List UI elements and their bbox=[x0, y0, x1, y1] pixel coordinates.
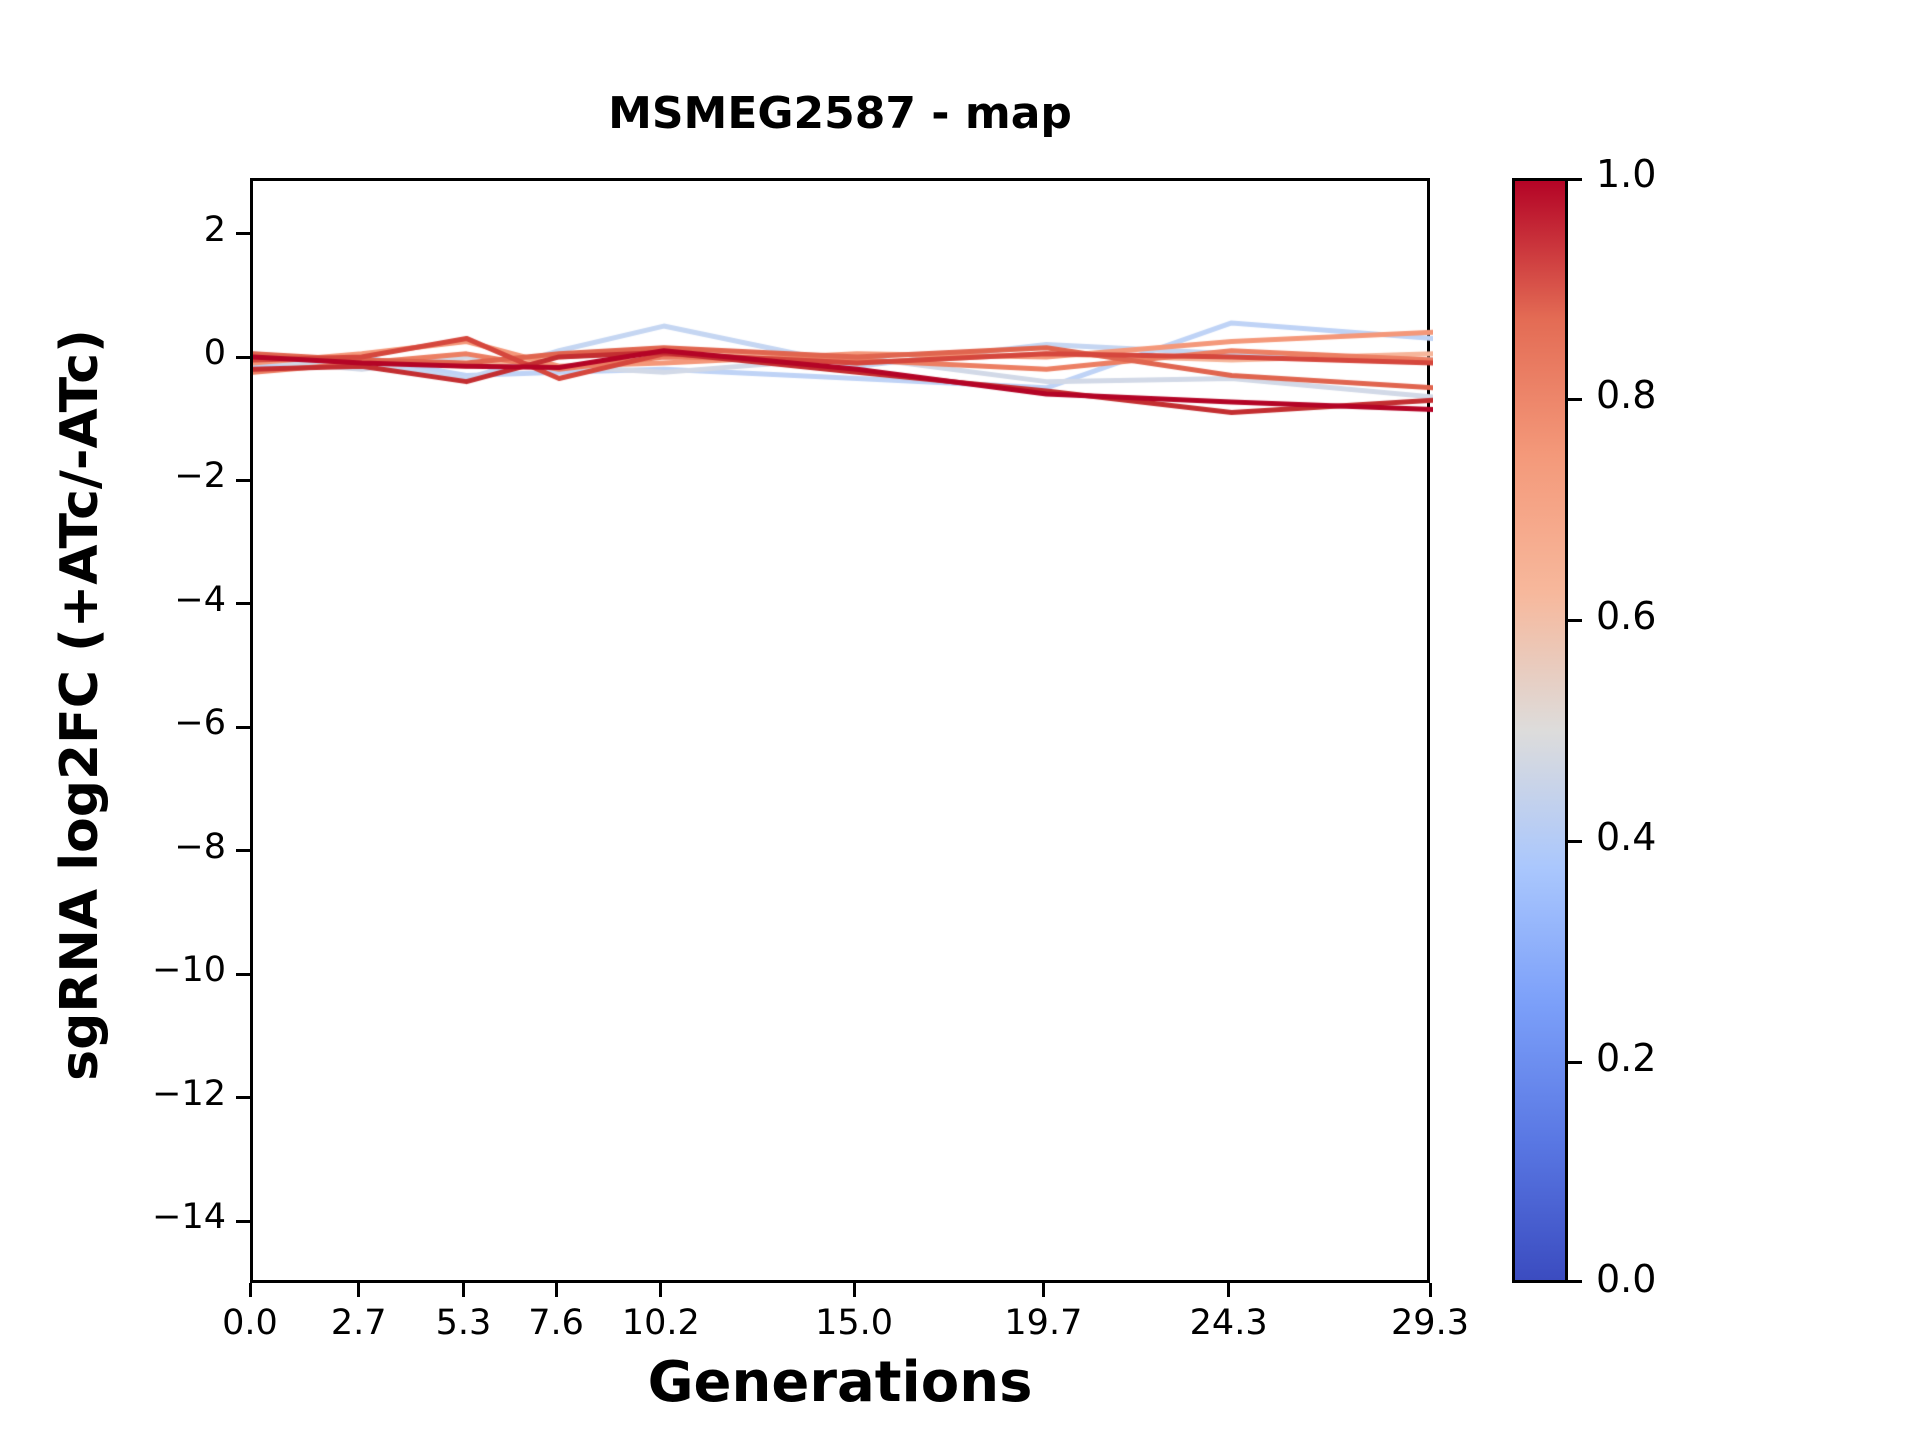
colorbar-tick-mark bbox=[1568, 178, 1582, 181]
x-tick-label: 7.6 bbox=[528, 1303, 584, 1343]
x-tick-label: 24.3 bbox=[1189, 1303, 1268, 1343]
colorbar-tick-label: 1.0 bbox=[1596, 152, 1657, 196]
x-tick-mark bbox=[1227, 1283, 1231, 1297]
x-tick-mark bbox=[659, 1283, 663, 1297]
x-tick-label: 19.7 bbox=[1004, 1303, 1083, 1343]
x-tick-mark bbox=[357, 1283, 361, 1297]
colorbar-tick-label: 0.8 bbox=[1596, 373, 1657, 417]
y-tick-mark bbox=[236, 1219, 250, 1223]
plot-area bbox=[250, 178, 1433, 1286]
y-tick-mark bbox=[236, 478, 250, 482]
y-tick-label: −4 bbox=[174, 579, 226, 620]
chart-title: MSMEG2587 - map bbox=[608, 88, 1072, 139]
x-tick-mark bbox=[461, 1283, 465, 1297]
colorbar-tick-label: 0.2 bbox=[1596, 1036, 1657, 1080]
x-tick-label: 5.3 bbox=[435, 1303, 492, 1343]
x-tick-mark bbox=[554, 1283, 558, 1297]
x-tick-mark bbox=[852, 1283, 856, 1297]
y-tick-mark bbox=[236, 355, 250, 359]
y-tick-label: 0 bbox=[203, 333, 226, 374]
y-tick-label: −10 bbox=[152, 950, 226, 991]
y-tick-label: −12 bbox=[152, 1073, 226, 1114]
colorbar-tick-label: 0.4 bbox=[1596, 815, 1657, 859]
colorbar-tick-mark bbox=[1568, 618, 1582, 622]
colorbar-tick-mark bbox=[1568, 839, 1582, 843]
y-tick-mark bbox=[236, 232, 250, 236]
colorbar-tick-mark bbox=[1568, 1280, 1582, 1283]
plot-canvas bbox=[253, 181, 1433, 1286]
colorbar bbox=[1512, 178, 1568, 1283]
colorbar-tick-label: 0.0 bbox=[1596, 1257, 1657, 1301]
y-tick-label: −8 bbox=[174, 826, 226, 867]
y-tick-mark bbox=[236, 849, 250, 853]
x-axis-label: Generations bbox=[647, 1350, 1033, 1415]
x-tick-mark bbox=[1428, 1283, 1432, 1297]
colorbar-tick-mark bbox=[1568, 397, 1582, 401]
y-tick-label: −14 bbox=[152, 1197, 226, 1238]
x-tick-label: 2.7 bbox=[330, 1303, 387, 1343]
x-tick-mark bbox=[1041, 1283, 1045, 1297]
y-tick-label: −2 bbox=[174, 456, 226, 497]
x-tick-label: 29.3 bbox=[1391, 1303, 1469, 1343]
x-tick-label: 10.2 bbox=[621, 1303, 700, 1343]
y-tick-mark bbox=[236, 725, 250, 729]
y-tick-label: 2 bbox=[203, 209, 226, 250]
y-tick-mark bbox=[236, 602, 250, 606]
colorbar-tick-label: 0.6 bbox=[1596, 594, 1657, 638]
y-tick-mark bbox=[236, 1096, 250, 1100]
x-tick-mark bbox=[248, 1283, 252, 1297]
x-tick-label: 15.0 bbox=[815, 1303, 894, 1343]
y-tick-mark bbox=[236, 972, 250, 976]
y-tick-label: −6 bbox=[174, 703, 226, 744]
x-tick-label: 0.0 bbox=[222, 1303, 278, 1343]
colorbar-tick-mark bbox=[1568, 1060, 1582, 1064]
